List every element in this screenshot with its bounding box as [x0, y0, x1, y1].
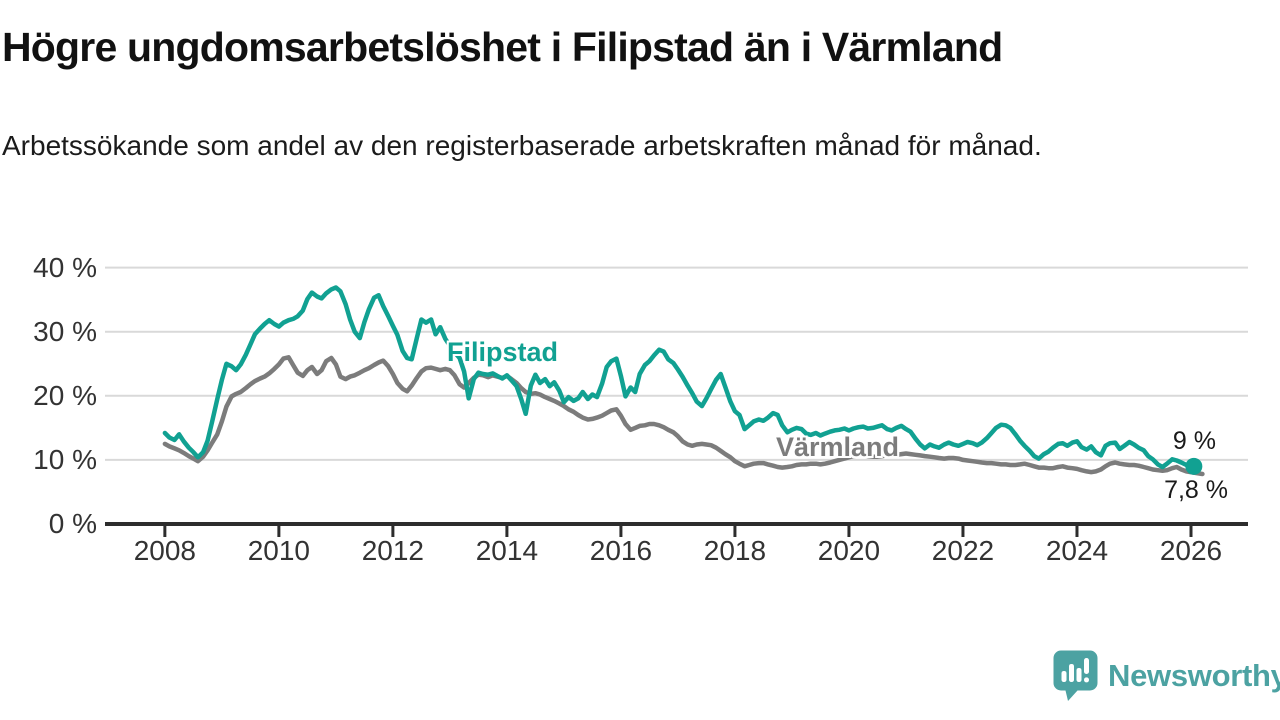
page-subtitle: Arbetssökande som andel av den registerb… [2, 130, 1042, 161]
x-axis-tick-label: 2008 [133, 535, 196, 566]
x-axis-tick-label: 2026 [1159, 535, 1223, 566]
y-axis-tick-label: 10 % [33, 443, 97, 475]
end-value-label-filipstad: 9 % [1172, 427, 1216, 455]
y-axis-tick-label: 0 % [48, 508, 97, 539]
x-axis-tick-label: 2012 [361, 535, 425, 566]
end-value-label-varmland: 7,8 % [1164, 476, 1228, 504]
y-axis-tick-label: 20 % [33, 379, 97, 411]
page-title: Högre ungdomsarbetslöshet i Filipstad än… [2, 24, 1003, 70]
newsworthy-logo-text: Newsworthy [1108, 657, 1280, 693]
series-line-filipstad [162, 285, 1197, 470]
latest-value-dot [1185, 457, 1203, 475]
x-axis-tick-label: 2020 [817, 535, 881, 566]
x-axis-tick-label: 2010 [247, 535, 310, 566]
y-axis-tick-label: 40 % [33, 251, 97, 283]
series-label-filipstad: Filipstad [447, 337, 559, 367]
x-axis-tick-label: 2018 [703, 535, 767, 566]
newsworthy-logo: Newsworthy [1052, 649, 1280, 702]
x-axis-tick-label: 2022 [931, 535, 995, 566]
series-line-vrmland [162, 355, 1205, 477]
series-label-varmland: Värmland [776, 432, 900, 462]
x-axis-tick-label: 2014 [475, 535, 539, 566]
x-axis-tick-label: 2016 [589, 535, 653, 566]
y-axis-tick-label: 30 % [33, 315, 97, 347]
newsworthy-logo-icon [1053, 650, 1098, 701]
x-axis-tick-label: 2024 [1045, 535, 1109, 566]
